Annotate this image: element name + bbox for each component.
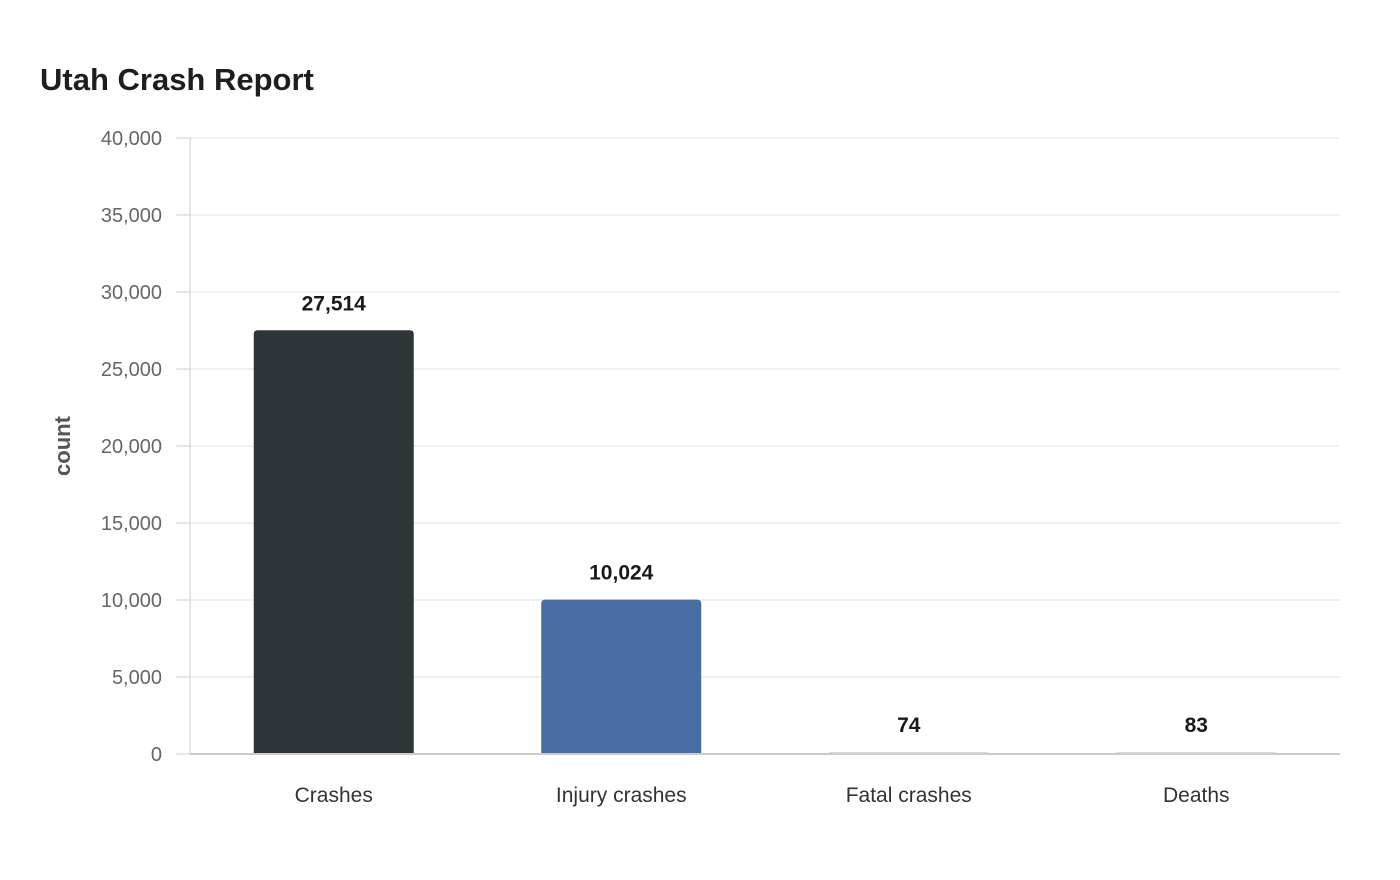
bar bbox=[541, 599, 702, 754]
x-category-label: Deaths bbox=[1163, 784, 1230, 807]
y-tick-label: 0 bbox=[151, 744, 162, 766]
value-labels: 27,514 10,024 74 83 bbox=[302, 292, 1208, 737]
y-tick-label: 10,000 bbox=[101, 590, 162, 612]
x-axis-categories: Crashes Injury crashes Fatal crashes Deaths bbox=[295, 784, 1230, 807]
y-tick-label: 15,000 bbox=[101, 513, 162, 535]
y-axis-title: count bbox=[50, 415, 75, 476]
x-category-label: Fatal crashes bbox=[846, 784, 972, 807]
value-label: 74 bbox=[897, 714, 921, 737]
y-tick-label: 25,000 bbox=[101, 359, 162, 381]
bar bbox=[253, 330, 414, 754]
y-tick-label: 30,000 bbox=[101, 282, 162, 304]
x-category-label: Injury crashes bbox=[556, 784, 687, 807]
bars bbox=[253, 330, 1277, 754]
y-axis-ticks: 0 5,000 10,000 15,000 20,000 25,000 30,000 35,0… bbox=[101, 128, 190, 766]
value-label: 83 bbox=[1185, 714, 1208, 737]
chart-title: Utah Crash Report bbox=[40, 62, 314, 97]
value-label: 27,514 bbox=[302, 292, 367, 315]
y-tick-label: 20,000 bbox=[101, 436, 162, 458]
y-tick-label: 35,000 bbox=[101, 205, 162, 227]
value-label: 10,024 bbox=[589, 562, 654, 585]
x-category-label: Crashes bbox=[295, 784, 373, 807]
y-tick-label: 5,000 bbox=[112, 667, 162, 689]
y-tick-label: 40,000 bbox=[101, 128, 162, 150]
